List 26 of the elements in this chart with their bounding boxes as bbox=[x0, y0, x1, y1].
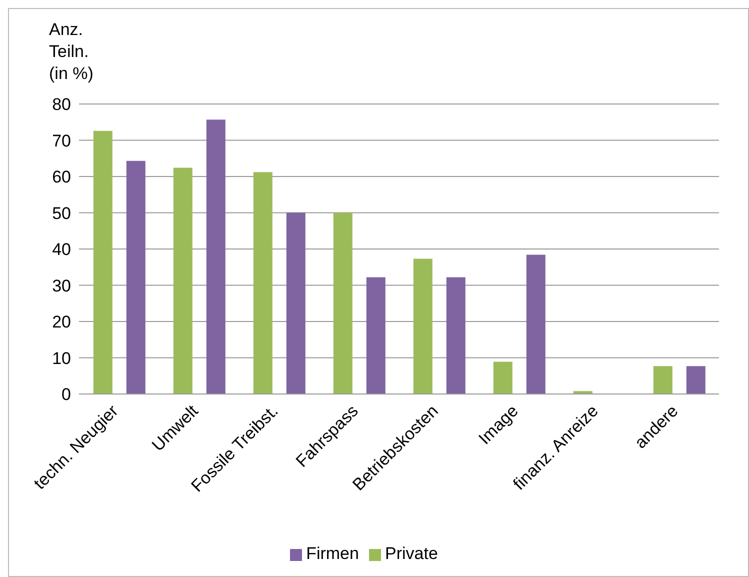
bar bbox=[173, 168, 192, 394]
bar bbox=[366, 277, 386, 394]
y-tick-label: 50 bbox=[52, 204, 71, 223]
bar bbox=[413, 258, 432, 394]
y-tick-label: 30 bbox=[52, 276, 71, 296]
y-tick-label: 0 bbox=[62, 385, 71, 404]
bar bbox=[126, 160, 146, 394]
y-tick-label: 80 bbox=[52, 95, 71, 114]
y-tick-label: 60 bbox=[52, 168, 71, 187]
bar bbox=[286, 212, 306, 394]
y-axis-title: Anz. Teiln. (in %) bbox=[49, 19, 94, 85]
y-tick-label: 40 bbox=[52, 240, 71, 260]
y-tick-label: 10 bbox=[52, 348, 71, 368]
bar bbox=[653, 366, 672, 394]
bar bbox=[493, 362, 512, 394]
bar bbox=[526, 254, 546, 394]
bar bbox=[333, 212, 352, 394]
y-tick-label: 70 bbox=[52, 131, 71, 150]
bar bbox=[253, 172, 272, 394]
bar bbox=[206, 120, 226, 394]
y-tick-label: 20 bbox=[52, 312, 71, 332]
legend-label: Private bbox=[384, 544, 438, 563]
legend-label: Firmen bbox=[306, 544, 359, 563]
bar bbox=[686, 366, 706, 394]
bar bbox=[93, 130, 112, 394]
bar bbox=[446, 277, 466, 394]
